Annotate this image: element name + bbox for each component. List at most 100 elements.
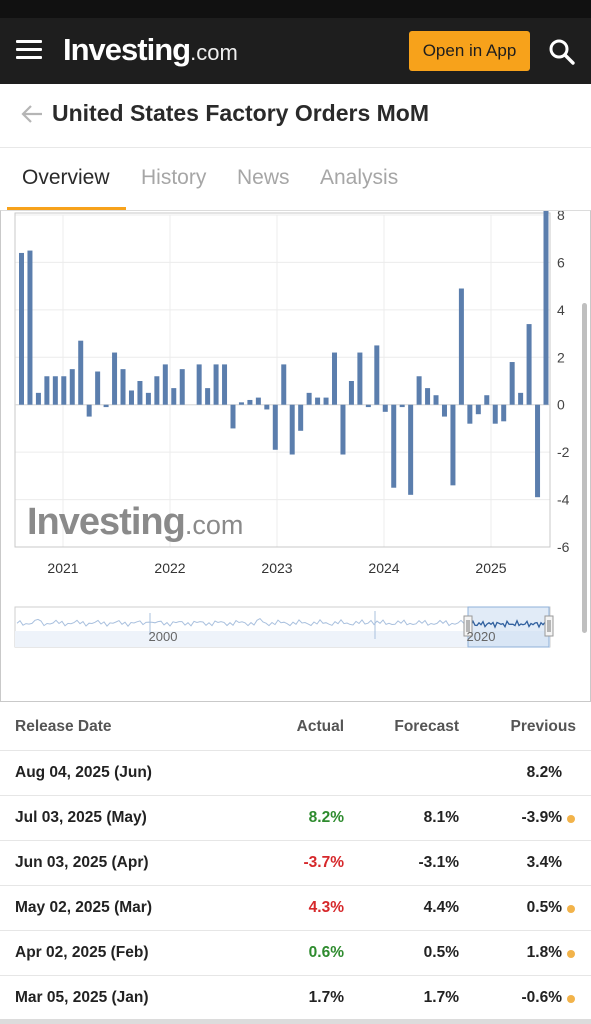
chart-container[interactable]: 8 6 4 2 0 -2 -4 -6 2021 2022 2023 2024 2025 Investi…: [0, 210, 591, 702]
chart-bar[interactable]: [450, 404, 456, 486]
revision-dot-icon[interactable]: [567, 905, 575, 913]
back-arrow-icon[interactable]: [20, 102, 44, 126]
release-history-table: Release Date Actual Forecast Previous Au…: [0, 703, 591, 1021]
chart-bar[interactable]: [247, 399, 253, 405]
chart-bar[interactable]: [382, 404, 388, 412]
revision-dot-icon[interactable]: [567, 815, 575, 823]
chart-bar[interactable]: [19, 252, 24, 405]
chart-bar[interactable]: [315, 397, 321, 405]
chart-bar[interactable]: [128, 390, 134, 405]
header-actual[interactable]: Actual: [296, 718, 344, 735]
chart-bar[interactable]: [103, 404, 109, 408]
chart-bar[interactable]: [509, 362, 515, 405]
chart-bar[interactable]: [492, 404, 498, 424]
table-row[interactable]: Apr 02, 2025 (Feb) 0.6% 0.5% 1.8%: [0, 931, 591, 976]
chart-bar[interactable]: [306, 392, 312, 405]
chart-bar[interactable]: [171, 388, 177, 405]
forecast-cell: 0.5%: [423, 944, 459, 961]
chart-bar[interactable]: [137, 381, 143, 405]
chart-bar[interactable]: [205, 388, 211, 405]
chart-bar[interactable]: [365, 404, 371, 408]
table-row[interactable]: May 02, 2025 (Mar) 4.3% 4.4% 0.5%: [0, 886, 591, 931]
chart-bar[interactable]: [230, 404, 236, 429]
chart-bar[interactable]: [501, 404, 507, 422]
investing-logo[interactable]: Investing.com: [63, 32, 238, 68]
actual-cell: 4.3%: [308, 899, 344, 916]
chart-bar[interactable]: [112, 352, 118, 405]
chart-bar[interactable]: [399, 404, 405, 408]
chart-bar[interactable]: [298, 404, 304, 431]
chart-bar[interactable]: [154, 376, 160, 405]
header-previous[interactable]: Previous: [510, 718, 576, 735]
navigator-handle[interactable]: [463, 615, 473, 637]
chart-bar[interactable]: [179, 369, 185, 405]
open-in-app-button[interactable]: Open in App: [409, 31, 530, 71]
chart-bar[interactable]: [441, 404, 447, 417]
chart-bar[interactable]: [238, 402, 244, 405]
table-row[interactable]: Mar 05, 2025 (Jan) 1.7% 1.7% -0.6%: [0, 976, 591, 1021]
chart-bar[interactable]: [458, 288, 464, 405]
chart-navigator[interactable]: 2000 2020: [14, 606, 554, 648]
chart-bar[interactable]: [120, 369, 126, 405]
chart-bar[interactable]: [467, 404, 473, 424]
chart-bar[interactable]: [425, 388, 431, 405]
chart-bar[interactable]: [69, 369, 75, 405]
header-forecast[interactable]: Forecast: [394, 718, 459, 735]
chart-bar[interactable]: [52, 376, 58, 405]
chart-bar[interactable]: [27, 250, 33, 405]
chart-bar[interactable]: [433, 395, 439, 405]
chart-bar[interactable]: [348, 381, 354, 405]
chart-bar[interactable]: [272, 404, 278, 450]
scrollbar[interactable]: [582, 303, 587, 633]
revision-dot-icon[interactable]: [567, 950, 575, 958]
table-row[interactable]: Jul 03, 2025 (May) 8.2% 8.1% -3.9%: [0, 796, 591, 841]
chart-bar[interactable]: [44, 376, 50, 405]
chart-bar[interactable]: [535, 404, 541, 498]
chart-bar[interactable]: [526, 324, 532, 405]
chart-bar[interactable]: [196, 364, 202, 405]
chart-bar[interactable]: [61, 376, 67, 405]
tab-analysis[interactable]: Analysis: [320, 166, 399, 189]
chart-bar[interactable]: [255, 397, 261, 405]
chart-bar[interactable]: [35, 392, 41, 405]
chart-bar[interactable]: [86, 404, 92, 417]
chart-bar[interactable]: [416, 376, 422, 405]
search-icon[interactable]: [548, 38, 576, 66]
chart-bar[interactable]: [264, 404, 270, 410]
chart-bar[interactable]: [391, 404, 397, 488]
chart-bar[interactable]: [145, 392, 151, 405]
chart-bar[interactable]: [475, 404, 481, 415]
chart-bar[interactable]: [408, 404, 414, 495]
tab-news[interactable]: News: [237, 166, 290, 189]
table-row[interactable]: Jun 03, 2025 (Apr) -3.7% -3.1% 3.4%: [0, 841, 591, 886]
tab-history[interactable]: History: [141, 166, 207, 189]
chart-bar[interactable]: [518, 392, 524, 405]
chart-bar[interactable]: [222, 364, 228, 405]
chart-bar[interactable]: [340, 404, 346, 455]
navigator-handle[interactable]: [544, 615, 554, 637]
logo-domain-text: .com: [190, 40, 238, 65]
top-navigation-bar: Investing.com Open in App: [0, 18, 591, 84]
release-date-cell: Apr 02, 2025 (Feb): [15, 944, 149, 961]
chart-bar[interactable]: [543, 211, 549, 405]
chart-bar[interactable]: [162, 364, 168, 405]
chart-bar[interactable]: [95, 371, 101, 405]
chart-bar[interactable]: [289, 404, 295, 455]
chart-bar[interactable]: [281, 364, 287, 405]
chart-bar[interactable]: [357, 352, 363, 405]
x-tick-label: 2025: [475, 560, 506, 576]
header-release-date[interactable]: Release Date: [15, 718, 112, 735]
chart-bar[interactable]: [332, 352, 338, 405]
chart-bar[interactable]: [484, 395, 490, 405]
tab-overview[interactable]: Overview: [22, 166, 110, 189]
chart-bar[interactable]: [78, 340, 84, 405]
release-date-cell: Mar 05, 2025 (Jan): [15, 989, 149, 1006]
chart-bar[interactable]: [213, 364, 219, 405]
menu-icon[interactable]: [16, 40, 42, 62]
table-row[interactable]: Aug 04, 2025 (Jun) 8.2%: [0, 751, 591, 796]
active-tab-indicator: [7, 207, 126, 211]
revision-dot-icon[interactable]: [567, 995, 575, 1003]
factory-orders-chart[interactable]: 8 6 4 2 0 -2 -4 -6 2021 2022 2023 2024 2025 Investi…: [1, 211, 591, 703]
chart-bar[interactable]: [323, 397, 329, 405]
chart-bar[interactable]: [374, 345, 380, 405]
